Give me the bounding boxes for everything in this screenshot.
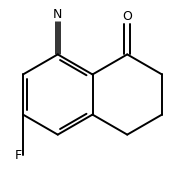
Text: O: O xyxy=(122,10,132,23)
Text: F: F xyxy=(14,149,21,162)
Text: N: N xyxy=(53,8,63,21)
